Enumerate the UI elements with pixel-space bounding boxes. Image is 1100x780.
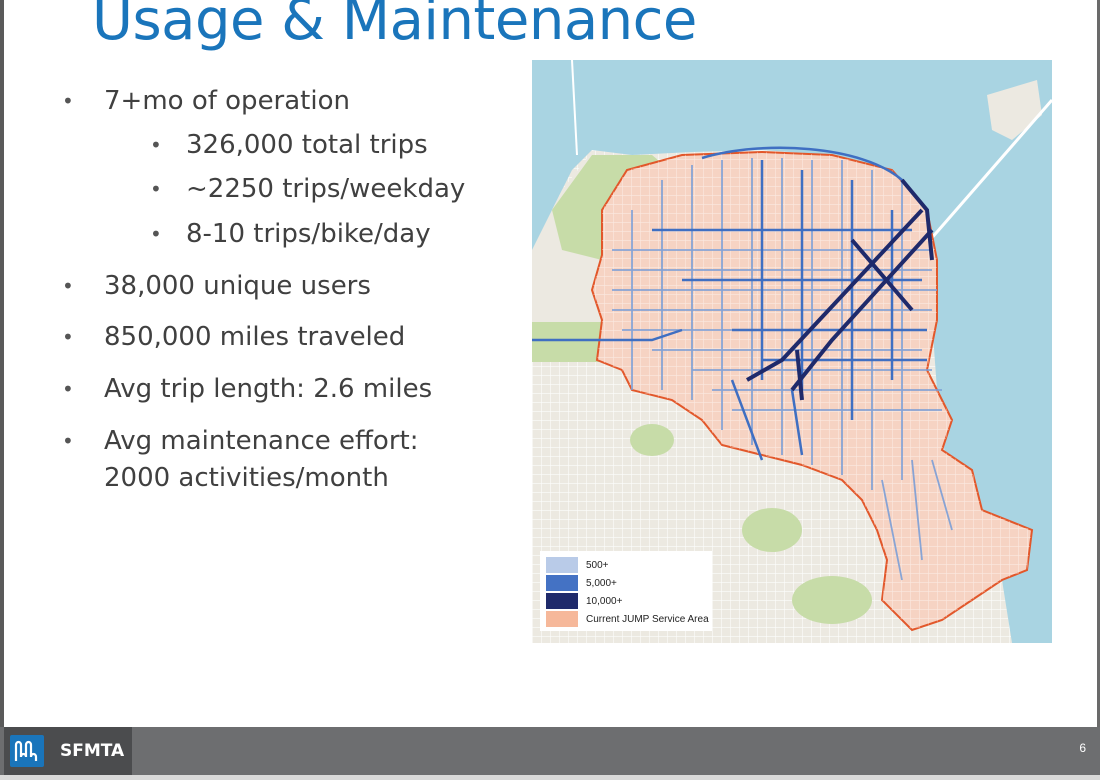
usage-heat-map [532, 60, 1052, 643]
bullet-icon: • [62, 377, 74, 401]
bullet-icon: • [150, 133, 162, 157]
org-name: SFMTA [60, 741, 125, 761]
bullet-icon: • [150, 177, 162, 201]
bullet-icon: • [150, 222, 162, 246]
trip-lines-10000 [746, 178, 934, 401]
trip-lines-5000 [532, 146, 928, 461]
legend-swatch [546, 575, 578, 591]
bullet-icon: • [62, 325, 74, 349]
footer-bar [0, 727, 1100, 775]
sfmta-logo-icon [10, 735, 44, 767]
bullet-icon: • [62, 429, 74, 453]
legend-swatch [546, 611, 578, 627]
bullet-icon: • [62, 274, 74, 298]
legend-swatch [546, 557, 578, 573]
trip-lines-500 [612, 158, 953, 581]
bullet-icon: • [62, 89, 74, 113]
page-number: 6 [1079, 741, 1086, 755]
window-edge-left [0, 0, 4, 780]
sfmta-logo: SFMTA [4, 727, 132, 775]
footer-bottom-strip [0, 775, 1100, 780]
legend-swatch [546, 593, 578, 609]
map-legend: 500+ 5,000+ 10,000+ Current JUMP Service… [540, 551, 712, 631]
slide-title: Usage & Maintenance [92, 0, 697, 53]
window-edge-right [1097, 0, 1100, 780]
